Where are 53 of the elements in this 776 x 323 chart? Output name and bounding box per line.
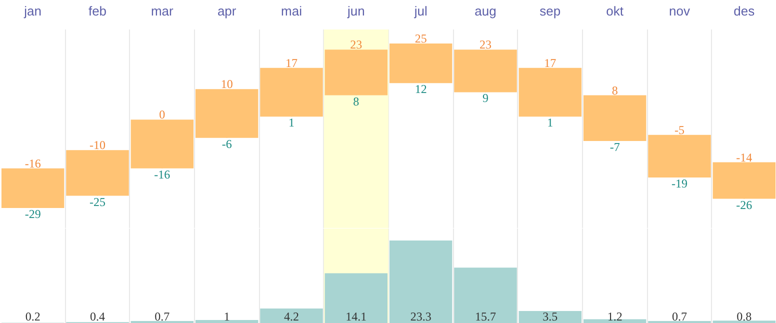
data-label: 0.7 — [672, 310, 687, 323]
annotation: -10 — [90, 138, 106, 152]
x-tick-label: des — [734, 4, 756, 18]
annotation: 23 — [350, 38, 362, 52]
annotation: -7 — [610, 140, 620, 154]
annotation: 8 — [353, 94, 360, 108]
annotation: -25 — [90, 194, 106, 209]
data-label: 1.2 — [607, 310, 622, 323]
annotation: -19 — [672, 176, 688, 190]
x-tick-label: mai — [281, 4, 302, 18]
bar — [195, 320, 258, 323]
bar — [518, 311, 582, 323]
annotation: 1 — [288, 116, 294, 130]
annotation: -14 — [736, 150, 752, 164]
annotation: -16 — [24, 156, 41, 170]
annotation: 25 — [414, 31, 427, 46]
x-tick-label: sep — [540, 4, 561, 18]
annotation: 0 — [159, 108, 166, 122]
data-label: 0.7 — [154, 310, 170, 323]
data-label: 3.5 — [542, 310, 558, 323]
annotation: 1 — [547, 116, 554, 130]
data-label: 14.1 — [346, 310, 367, 323]
x-tick-label: aug — [474, 4, 496, 18]
data-label: 1 — [224, 310, 230, 323]
annotation: -26 — [736, 198, 752, 212]
annotation: -5 — [674, 122, 684, 137]
x-tick-label: jul — [413, 4, 428, 18]
data-label: 0.8 — [736, 310, 752, 323]
x-tick-label: nov — [669, 4, 690, 18]
x-tick-label: jan — [23, 4, 42, 18]
annotation: 17 — [286, 56, 298, 70]
annotation: 17 — [544, 56, 556, 70]
annotation: 9 — [482, 91, 488, 106]
annotation: 23 — [480, 38, 492, 52]
bar — [583, 319, 646, 323]
data-label: 15.7 — [475, 310, 496, 323]
x-tick-label: okt — [606, 4, 624, 18]
x-tick-label: mar — [150, 4, 174, 18]
data-label: 0.4 — [90, 310, 105, 323]
annotation: 8 — [612, 83, 618, 98]
x-tick-label: jun — [346, 4, 365, 18]
data-label: 23.3 — [410, 310, 432, 323]
annotation: -6 — [222, 136, 232, 151]
x-tick-label: feb — [88, 4, 107, 18]
bar — [260, 308, 323, 323]
x-tick-label: apr — [217, 4, 237, 18]
annotation: 10 — [220, 77, 233, 92]
data-label: 4.2 — [284, 310, 299, 323]
bar — [454, 268, 517, 323]
annotation: -16 — [154, 167, 170, 182]
annotation: -29 — [24, 206, 41, 221]
data-label: 0.2 — [25, 310, 40, 323]
annotation: 12 — [414, 82, 427, 96]
